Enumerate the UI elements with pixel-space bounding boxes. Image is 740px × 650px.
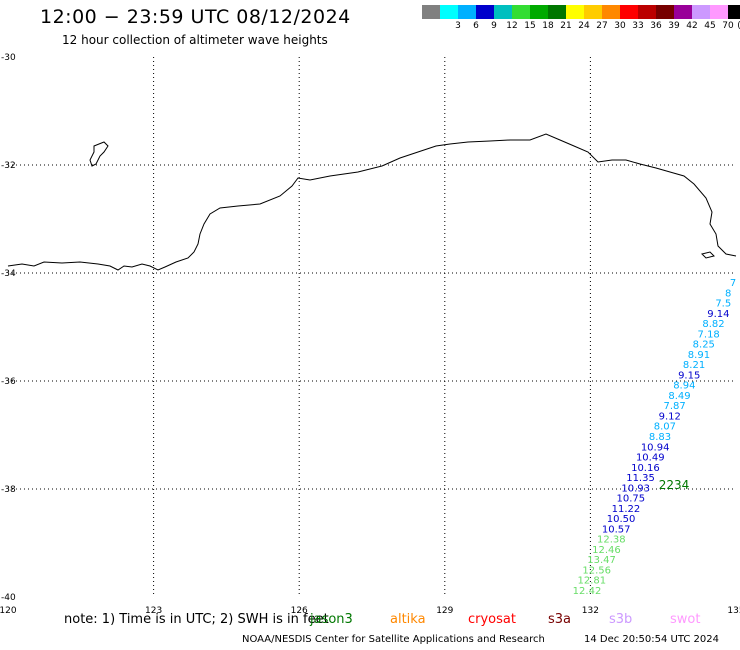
track-value-label: 8.82 — [702, 319, 724, 330]
satellite-altika: altika — [390, 612, 426, 627]
legend-swatch — [566, 5, 584, 19]
legend-swatch — [620, 5, 638, 19]
track-value-label: 12.38 — [597, 535, 626, 546]
legend-label: 39 — [668, 21, 680, 31]
track-value-label: 8.25 — [693, 340, 715, 351]
legend-unit: (ft) — [737, 21, 740, 31]
satellite-s3a: s3a — [548, 612, 572, 627]
track-value-label: 7.18 — [698, 329, 720, 340]
legend-label: 18 — [542, 21, 554, 31]
abrolhos-islands — [89, 141, 109, 167]
lat-tick-label: -34 — [1, 269, 16, 279]
track-value-label: 8.94 — [673, 381, 695, 392]
lat-tick-label: -30 — [1, 53, 16, 63]
australia-coastline — [7, 133, 737, 271]
legend-swatch — [476, 5, 494, 19]
satellite-swot: swot — [670, 612, 701, 627]
legend-swatch — [458, 5, 476, 19]
legend-swatch — [512, 5, 530, 19]
legend-swatch — [602, 5, 620, 19]
track-value-label: 12.46 — [592, 545, 621, 556]
lon-tick-label: 120 — [0, 606, 17, 616]
track-value-label: 8.91 — [688, 350, 710, 361]
kangaroo-island — [701, 251, 715, 259]
legend-swatch — [530, 5, 548, 19]
legend-swatch — [656, 5, 674, 19]
legend-label: 27 — [596, 21, 608, 31]
track-value-label: 11.22 — [612, 504, 641, 515]
track-value-label: 7.87 — [663, 401, 685, 412]
color-legend — [422, 5, 740, 19]
legend-label: 9 — [491, 21, 497, 31]
legend-label: 30 — [614, 21, 626, 31]
track-value-label: 10.50 — [607, 514, 636, 525]
satellite-cryosat: cryosat — [468, 612, 516, 627]
track-value-label: 7.5 — [715, 299, 731, 310]
legend-swatch — [638, 5, 656, 19]
track-value-label: 10.57 — [602, 524, 631, 535]
legend-label: 6 — [473, 21, 479, 31]
lon-tick-label: 132 — [582, 606, 599, 616]
legend-label: 45 — [704, 21, 716, 31]
track-value-label: 9.15 — [678, 370, 700, 381]
legend-label: 36 — [650, 21, 662, 31]
satellite-jason3: jason3 — [310, 612, 353, 627]
legend-swatch — [494, 5, 512, 19]
legend-swatch — [440, 5, 458, 19]
legend-label: 33 — [632, 21, 644, 31]
track-value-label: 10.93 — [621, 483, 650, 494]
track-value-label: 8.83 — [649, 432, 671, 443]
track-value-label: 12.81 — [578, 576, 607, 587]
lat-tick-label: -38 — [1, 485, 16, 495]
credit-line: NOAA/NESDIS Center for Satellite Applica… — [242, 634, 545, 645]
track-value-label: 11.35 — [626, 473, 655, 484]
map-subtitle: 12 hour collection of altimeter wave hei… — [62, 33, 328, 47]
track-value-label: 10.16 — [631, 463, 660, 474]
lon-tick-label: 123 — [145, 606, 162, 616]
track-value-label: 7 — [730, 278, 736, 289]
legend-label: 42 — [686, 21, 698, 31]
footer-note: note: 1) Time is in UTC; 2) SWH is in fe… — [64, 612, 329, 627]
satellite-s3b: s3b — [609, 612, 633, 627]
track-value-label: 10.75 — [616, 494, 645, 505]
track-value-label: 9.12 — [659, 411, 681, 422]
track-time-label: 2234 — [659, 478, 690, 492]
track-value-label: 12.42 — [573, 586, 602, 597]
legend-swatch — [548, 5, 566, 19]
legend-label: 70 — [722, 21, 734, 31]
track-value-label: 10.49 — [636, 453, 665, 464]
track-value-label: 10.94 — [641, 442, 670, 453]
legend-swatch — [584, 5, 602, 19]
track-value-label: 9.14 — [707, 309, 729, 320]
legend-swatch — [422, 5, 440, 19]
legend-swatch — [728, 5, 740, 19]
map-title: 12:00 − 23:59 UTC 08/12/2024 — [40, 6, 351, 28]
legend-label: 21 — [560, 21, 572, 31]
legend-label: 24 — [578, 21, 590, 31]
lat-tick-label: -32 — [1, 161, 16, 171]
legend-label: 3 — [455, 21, 461, 31]
legend-label: 15 — [524, 21, 536, 31]
legend-swatch — [674, 5, 692, 19]
generated-timestamp: 14 Dec 20:50:54 UTC 2024 — [584, 634, 719, 645]
lat-tick-label: -36 — [1, 377, 16, 387]
lat-lon-grid — [8, 57, 736, 597]
lon-tick-label: 135 — [727, 606, 740, 616]
track-value-label: 12.56 — [582, 565, 611, 576]
lat-tick-label: -40 — [1, 593, 16, 603]
legend-swatch — [710, 5, 728, 19]
track-value-label: 13.47 — [587, 555, 616, 566]
track-value-label: 8.07 — [654, 422, 676, 433]
track-value-label: 8.49 — [668, 391, 690, 402]
lon-tick-label: 126 — [291, 606, 308, 616]
lon-tick-label: 129 — [436, 606, 453, 616]
track-value-label: 8 — [725, 288, 731, 299]
legend-label: 12 — [506, 21, 518, 31]
track-value-label: 8.21 — [683, 360, 705, 371]
legend-swatch — [692, 5, 710, 19]
satellite-track: 787.59.148.827.188.258.918.219.158.948.4… — [573, 278, 737, 597]
axis-tick-labels: 120 123 126 129 132 135 -30 -32 -34 -36 -38 -40 — [0, 53, 740, 616]
